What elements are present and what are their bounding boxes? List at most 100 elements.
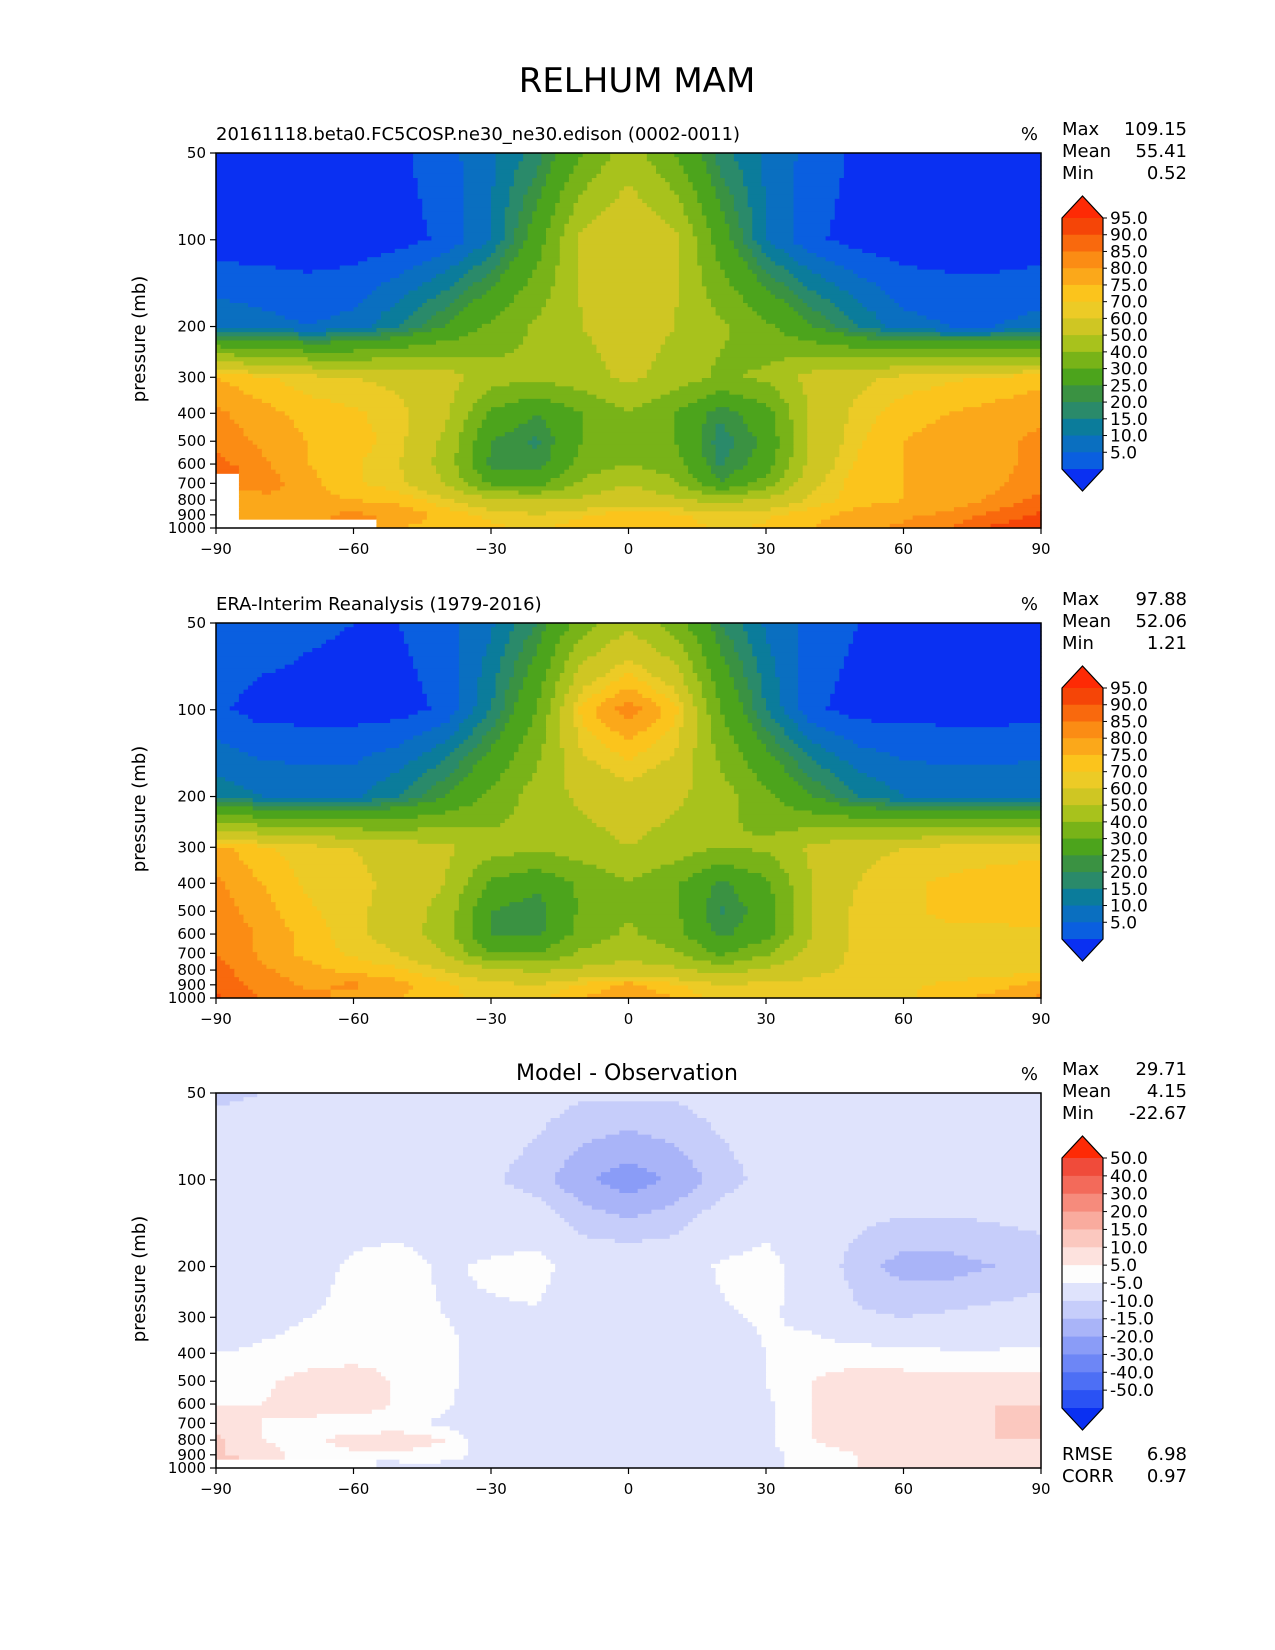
contour-cell (504, 269, 533, 275)
contour-cell (839, 240, 1042, 246)
contour-cell (431, 461, 455, 467)
contour-cell (853, 1288, 1042, 1294)
contour-cell (876, 315, 928, 321)
contour-cell (449, 714, 469, 720)
contour-cell (381, 315, 410, 321)
colorbar-segment (1062, 688, 1103, 706)
contour-cell (303, 340, 332, 346)
contour-cell (596, 714, 625, 720)
contour-cell (559, 989, 602, 995)
contour-cell (513, 706, 538, 712)
contour-cell (458, 444, 474, 450)
contour-cell (1036, 1230, 1042, 1236)
contour-cell (807, 507, 854, 512)
figure-title: RELHUM MAM (519, 61, 756, 101)
contour-cell (463, 194, 492, 200)
contour-cell (578, 248, 680, 254)
contour-cell (715, 756, 744, 762)
stat-max-value: 29.71 (1135, 1059, 1187, 1080)
contour-cell (843, 428, 873, 433)
contour-cell (889, 1218, 978, 1223)
contour-cell (839, 444, 863, 450)
contour-cell (481, 756, 515, 762)
contour-cell (788, 511, 840, 517)
contour-cell (853, 398, 895, 404)
contour-cell (811, 323, 836, 329)
contour-cell (536, 710, 552, 716)
contour-cell (326, 486, 387, 492)
contour-cell (248, 369, 455, 375)
contour-cell (216, 1168, 510, 1173)
contour-cell (674, 752, 694, 757)
contour-cell (216, 706, 231, 712)
contour-cell (536, 444, 552, 450)
contour-cell (821, 519, 905, 525)
contour-cell (669, 473, 694, 479)
contour-cell (775, 893, 795, 899)
contour-cell (715, 752, 744, 757)
contour-cell (793, 756, 813, 762)
contour-cell (335, 1443, 433, 1448)
contour-cell (390, 1388, 455, 1394)
contour-cell (747, 1176, 1042, 1182)
contour-cell (784, 473, 804, 479)
contour-cell (376, 885, 442, 891)
contour-cell (811, 918, 850, 924)
contour-cell (784, 960, 845, 966)
contour-cell (527, 282, 556, 287)
contour-cell (999, 269, 1042, 275)
contour-cell (523, 244, 543, 250)
contour-cell (834, 1338, 1042, 1344)
contour-cell (550, 710, 561, 716)
contour-cell (843, 1272, 891, 1277)
contour-cell (587, 332, 671, 337)
contour-cell (463, 777, 501, 782)
contour-cell (358, 407, 410, 412)
contour-cell (312, 902, 373, 907)
contour-cell (216, 369, 249, 375)
contour-cell (793, 1326, 1042, 1332)
contour-cell (454, 1330, 758, 1336)
contour-cell (477, 939, 561, 945)
contour-cell (729, 473, 767, 479)
contour-cell (463, 182, 497, 187)
contour-cell (733, 157, 763, 162)
contour-cell (793, 482, 822, 487)
contour-cell (284, 1451, 469, 1457)
contour-cell (555, 1176, 598, 1182)
contour-cell (216, 910, 240, 916)
contour-cell (876, 860, 1019, 866)
contour-cell (422, 215, 465, 221)
contour-cell (793, 273, 822, 279)
contour-cell (784, 332, 845, 337)
contour-cell (573, 386, 680, 392)
contour-cell (729, 1147, 1042, 1152)
contour-cell (504, 236, 515, 242)
contour-cell (926, 910, 1042, 916)
contour-cell (678, 248, 698, 254)
contour-cell (853, 631, 1042, 637)
contour-cell (637, 1163, 694, 1169)
contour-cell (307, 440, 378, 446)
colorbar-segment (1062, 905, 1103, 923)
contour-cell (793, 927, 813, 932)
contour-cell (747, 261, 758, 267)
contour-cell (669, 332, 730, 337)
contour-cell (463, 203, 492, 208)
contour-cell (275, 902, 313, 907)
panel-title: ERA-Interim Reanalysis (1979-2016) (216, 594, 542, 615)
contour-cell (853, 403, 891, 408)
contour-cell (445, 739, 465, 745)
contour-cell (527, 419, 547, 425)
colorbar-label: 5.0 (1110, 443, 1137, 463)
contour-cell (637, 190, 675, 196)
contour-cell (458, 336, 524, 342)
contour-cell (614, 1238, 643, 1244)
contour-cell (491, 198, 510, 204)
colorbar-segment (1062, 788, 1103, 806)
contour-cell (578, 290, 680, 296)
contour-cell (477, 693, 497, 699)
contour-cell (821, 294, 854, 300)
contour-cell (431, 1268, 469, 1273)
contour-cell (513, 668, 529, 674)
